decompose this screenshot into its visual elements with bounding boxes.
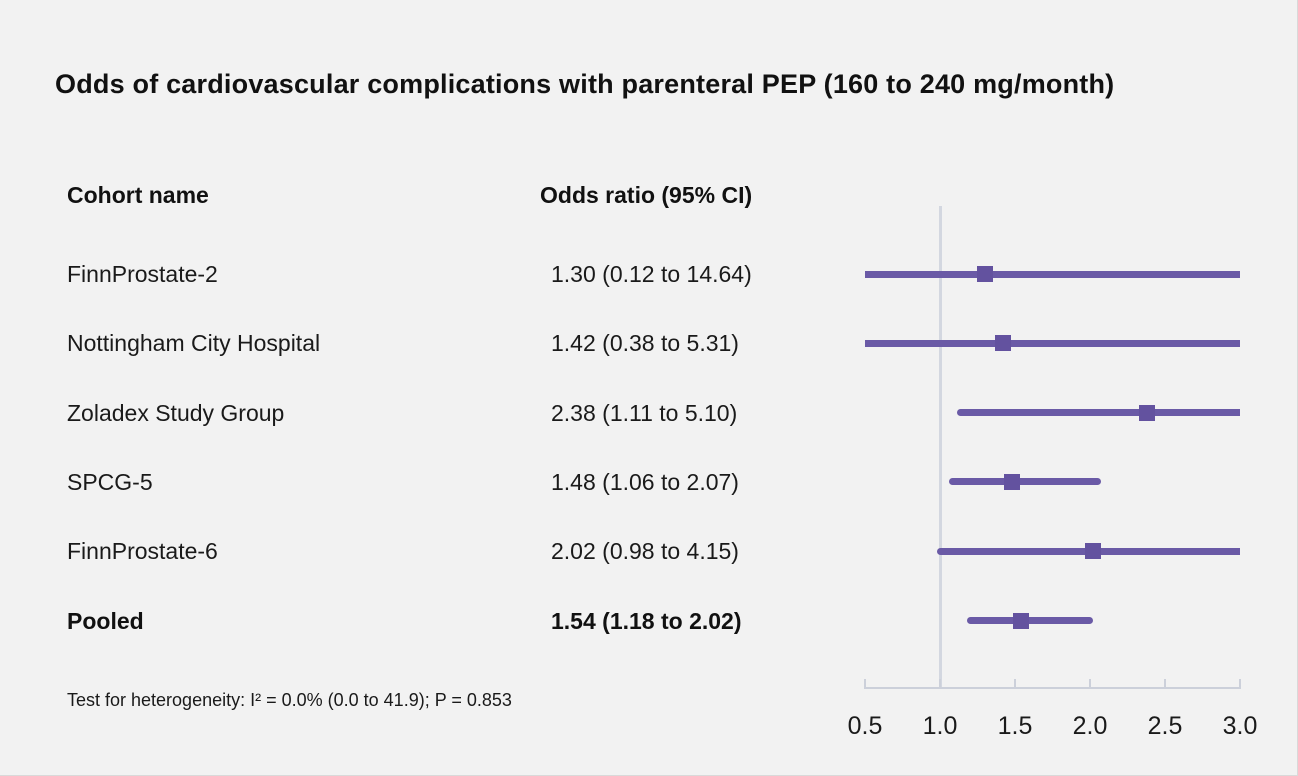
axis-tick xyxy=(1014,679,1016,688)
confidence-interval-line xyxy=(949,478,1101,486)
cohort-name-label: FinnProstate-2 xyxy=(67,261,218,287)
confidence-interval-line xyxy=(967,617,1093,624)
odds-ratio-marker xyxy=(1004,473,1020,490)
cohort-name-label: Nottingham City Hospital xyxy=(67,330,321,357)
odds-ratio-value: 2.38 (1.11 to 5.10) xyxy=(551,399,738,426)
cohort-name-label: FinnProstate-6 xyxy=(67,538,218,565)
axis-tick-label: 0.5 xyxy=(847,712,883,740)
odds-ratio-value: 1.30 (0.12 to 14.64) xyxy=(551,261,752,287)
odds-ratio-value: 2.02 (0.98 to 4.15) xyxy=(551,538,739,565)
odds-ratio-marker xyxy=(1085,543,1101,560)
axis-tick-label: 3.0 xyxy=(1222,712,1258,740)
axis-tick-label: 2.5 xyxy=(1147,712,1183,740)
cohort-name-label: Zoladex Study Group xyxy=(67,399,285,426)
confidence-interval-line xyxy=(865,270,1240,278)
axis-tick-label: 1.0 xyxy=(922,712,958,740)
axis-tick-label: 2.0 xyxy=(1072,712,1108,740)
odds-ratio-value: 1.42 (0.38 to 5.31) xyxy=(551,330,739,357)
cohort-name-label: SPCG-5 xyxy=(67,468,153,495)
reference-line xyxy=(938,206,942,688)
axis-tick xyxy=(864,679,866,688)
heterogeneity-note: Test for heterogeneity: I² = 0.0% (0.0 t… xyxy=(67,690,512,710)
axis-tick xyxy=(1239,679,1241,688)
odds-ratio-value: 1.48 (1.06 to 2.07) xyxy=(551,468,739,495)
column-header-odds-ratio: Odds ratio (95% CI) xyxy=(540,182,753,208)
axis-tick xyxy=(1164,679,1166,688)
axis-tick xyxy=(1089,679,1091,688)
column-header-cohort-name: Cohort name xyxy=(67,182,209,208)
confidence-interval-line xyxy=(865,339,1240,347)
cohort-name-label: Pooled xyxy=(67,607,144,634)
x-axis-line xyxy=(864,687,1241,689)
odds-ratio-marker xyxy=(995,335,1011,352)
axis-tick xyxy=(939,679,941,688)
axis-tick-label: 1.5 xyxy=(997,712,1033,740)
odds-ratio-marker xyxy=(1139,404,1155,421)
odds-ratio-marker xyxy=(977,266,993,282)
chart-title: Odds of cardiovascular complications wit… xyxy=(55,69,1115,99)
odds-ratio-marker xyxy=(1013,612,1029,629)
odds-ratio-value: 1.54 (1.18 to 2.02) xyxy=(551,607,742,634)
confidence-interval-line xyxy=(956,409,1240,417)
